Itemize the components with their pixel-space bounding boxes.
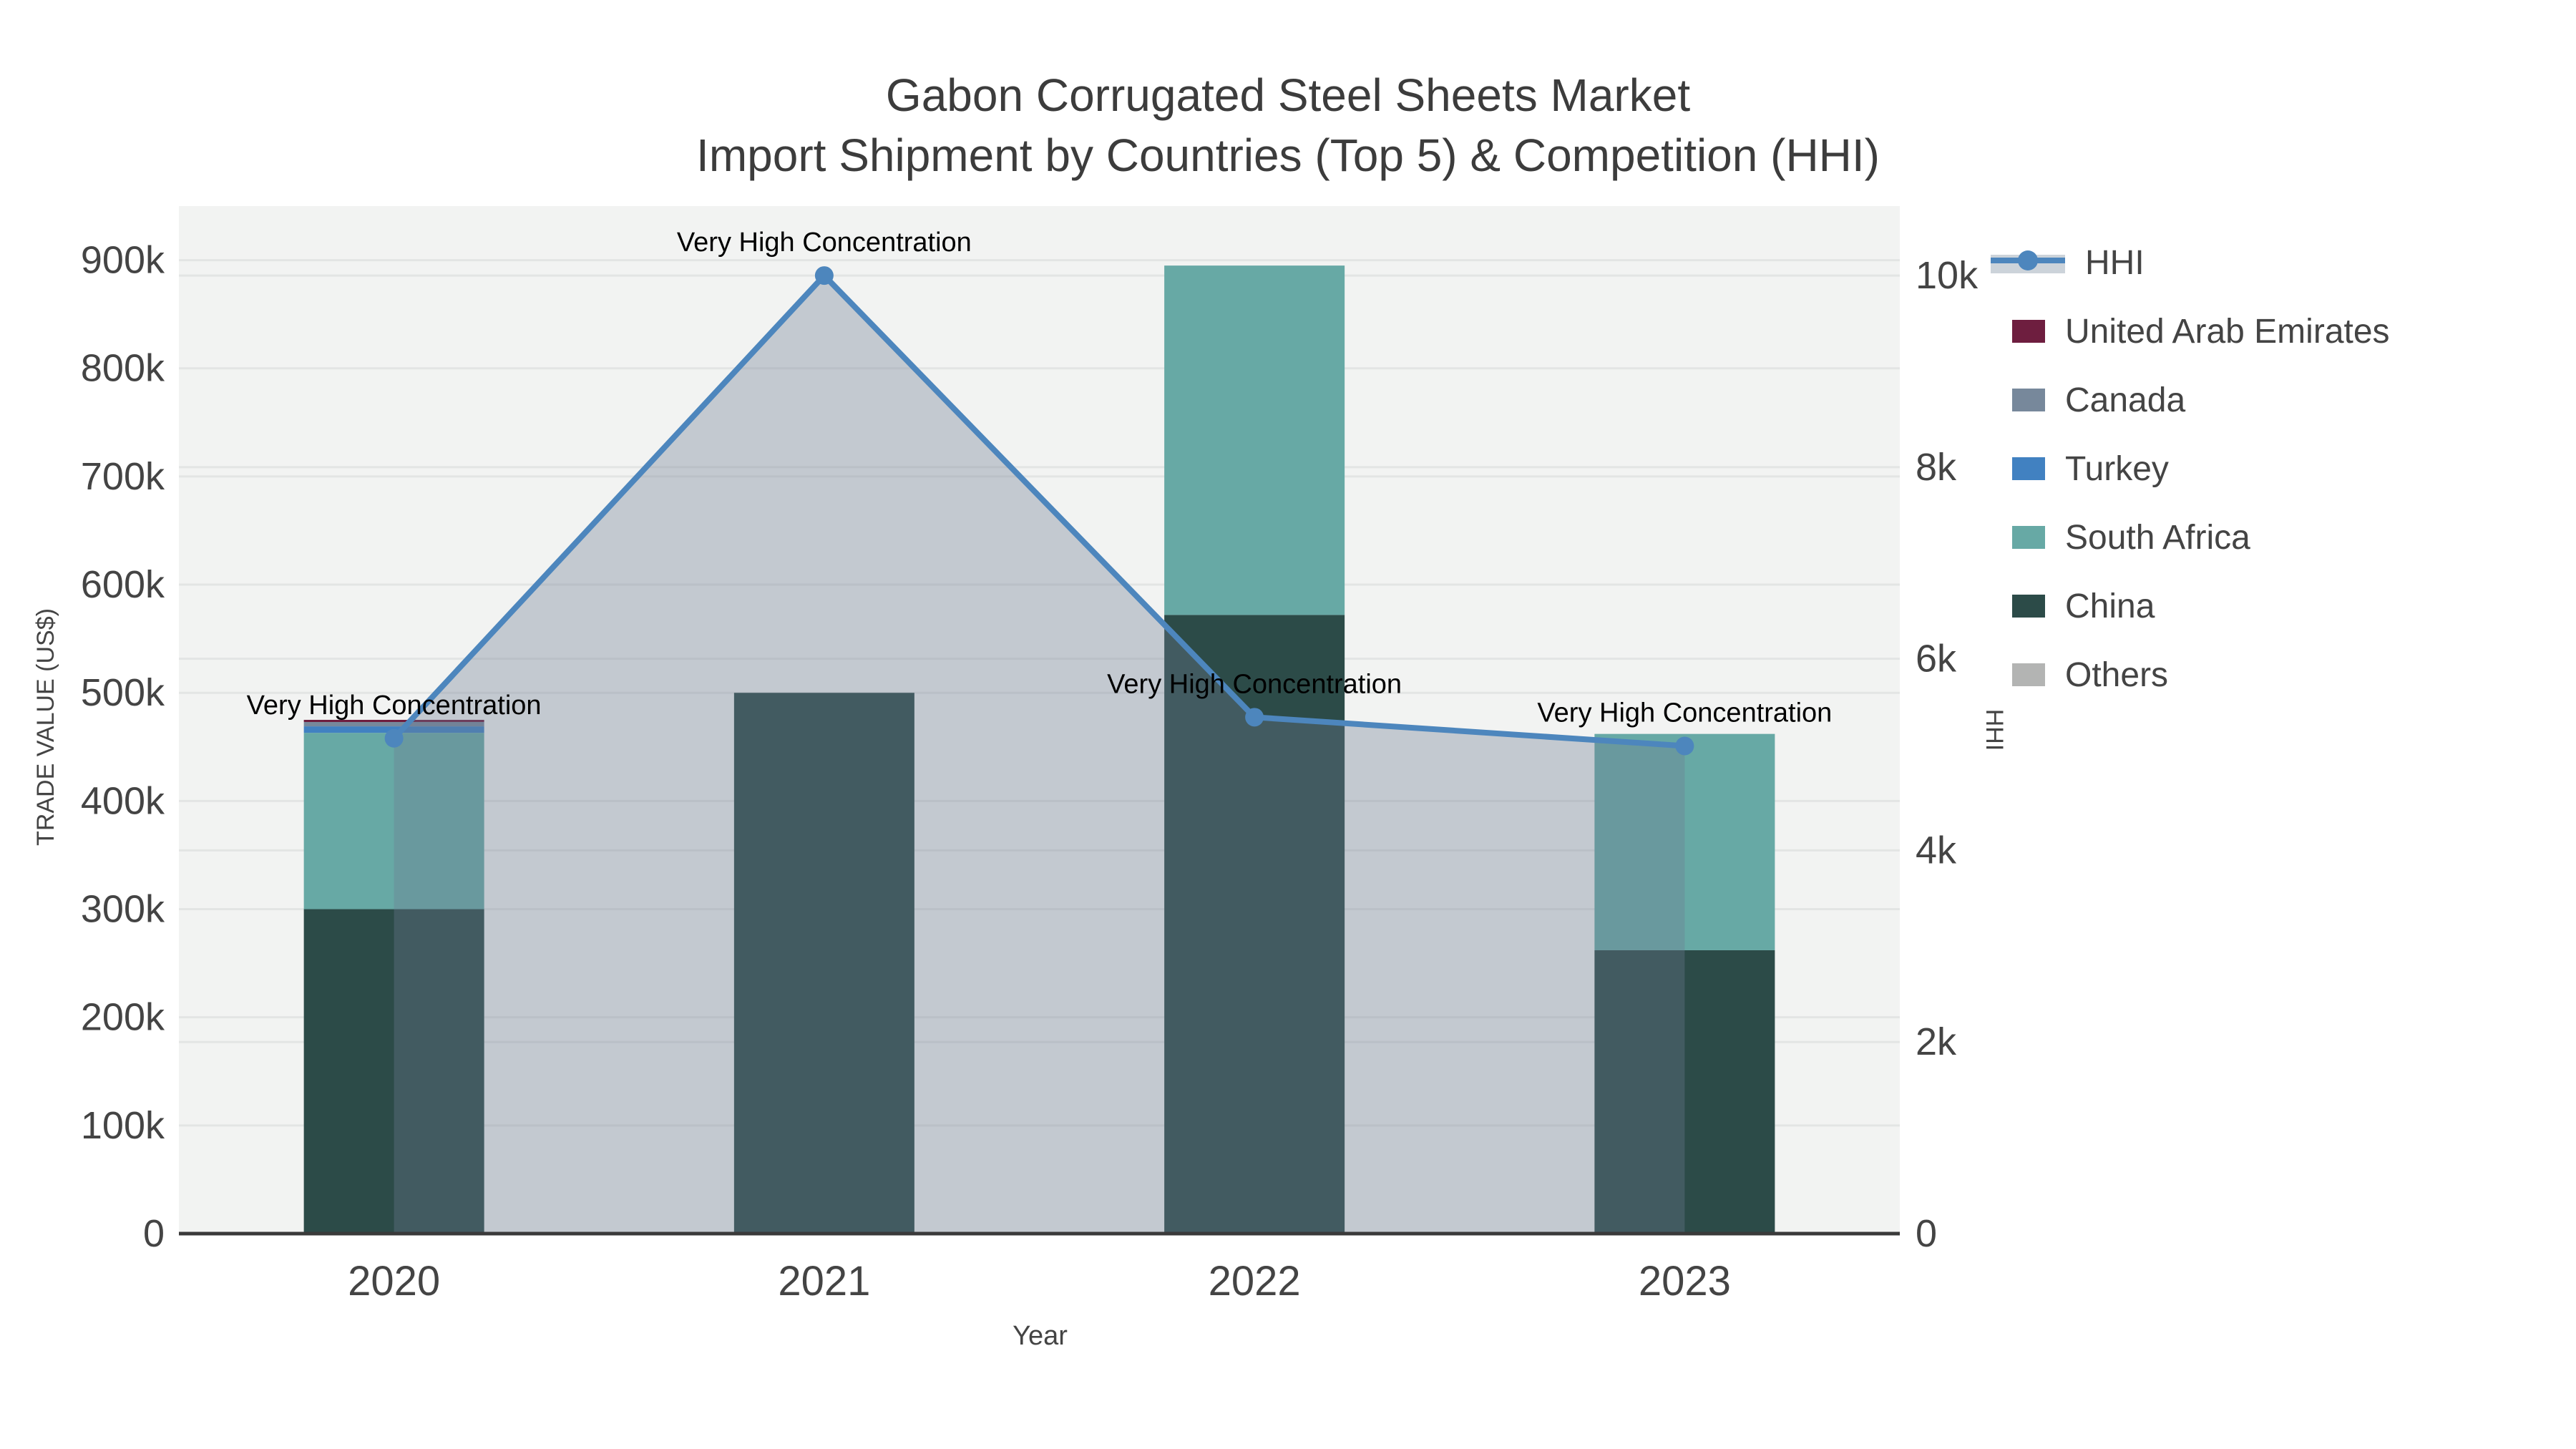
x-tick-label: 2022 — [1209, 1258, 1301, 1304]
legend: HHI United Arab Emirates Canada Turkey South… — [1991, 228, 2390, 709]
legend-item-hhi[interactable]: HHI — [1991, 228, 2390, 297]
chart-title-line2: Import Shipment by Countries (Top 5) & C… — [696, 130, 1880, 181]
legend-item-turkey[interactable]: Turkey — [1991, 434, 2390, 503]
x-axis-title: Year — [1013, 1321, 1068, 1351]
x-tick-label: 2021 — [778, 1258, 870, 1304]
y-left-tick-label: 100k — [81, 1104, 165, 1147]
y-left-tick-label: 600k — [81, 563, 165, 606]
legend-color-swatch-icon — [2012, 320, 2045, 343]
legend-color-swatch-icon — [2012, 663, 2045, 686]
legend-item-united-arab-emirates[interactable]: United Arab Emirates — [1991, 297, 2390, 366]
y-left-tick-label: 300k — [81, 888, 165, 931]
hhi-area-fill — [394, 275, 1685, 1234]
bar-segment-china-2020[interactable] — [303, 909, 484, 1234]
y-right-tick-label: 6k — [1916, 638, 1957, 680]
bar-segment-south-africa-2022[interactable] — [1164, 265, 1345, 615]
hhi-marker-2020[interactable] — [384, 728, 404, 748]
legend-item-south-africa[interactable]: South Africa — [1991, 503, 2390, 572]
y-left-tick-label: 700k — [81, 455, 165, 498]
legend-item-label: United Arab Emirates — [2065, 312, 2390, 351]
chart-title-line1: Gabon Corrugated Steel Sheets Market — [885, 69, 1691, 121]
bar-segment-china-2023[interactable] — [1594, 950, 1775, 1234]
bar-segment-united-arab-emirates-2020[interactable] — [303, 720, 484, 723]
y-right-tick-label: 10k — [1916, 254, 1979, 297]
y-right-tick-label: 2k — [1916, 1020, 1957, 1063]
bar-segment-china-2021[interactable] — [733, 693, 914, 1234]
annotation-2020: Very High Concentration — [247, 691, 542, 721]
legend-item-others[interactable]: Others — [1991, 640, 2390, 709]
y-left-tick-label: 800k — [81, 347, 165, 390]
hhi-marker-2021[interactable] — [814, 266, 834, 286]
legend-item-label: China — [2065, 587, 2155, 625]
legend-item-label: South Africa — [2065, 518, 2250, 557]
y-left-tick-label: 500k — [81, 671, 165, 714]
annotation-2022: Very High Concentration — [1107, 669, 1402, 699]
legend-color-swatch-icon — [2012, 389, 2045, 411]
y-left-tick-label: 0 — [143, 1212, 165, 1255]
legend-color-swatch-icon — [2012, 457, 2045, 480]
y-left-tick-label: 900k — [81, 239, 165, 282]
x-tick-label: 2020 — [348, 1258, 440, 1304]
hhi-line-swatch-icon — [1991, 247, 2065, 278]
legend-item-canada[interactable]: Canada — [1991, 366, 2390, 434]
bar-segment-south-africa-2020[interactable] — [303, 733, 484, 909]
legend-item-china[interactable]: China — [1991, 572, 2390, 640]
legend-item-label: Turkey — [2065, 449, 2169, 488]
legend-item-label: Others — [2065, 655, 2169, 694]
hhi-marker-2023[interactable] — [1675, 736, 1694, 756]
y-axis-title-left: TRADE VALUE (US$) — [31, 608, 59, 846]
y-left-tick-label: 200k — [81, 996, 165, 1039]
bar-segment-canada-2020[interactable] — [303, 722, 484, 727]
legend-item-label: Canada — [2065, 381, 2186, 419]
legend-color-swatch-icon — [2012, 526, 2045, 549]
annotation-2023: Very High Concentration — [1537, 698, 1832, 728]
legend-color-swatch-icon — [2012, 595, 2045, 618]
y-right-tick-label: 8k — [1916, 446, 1957, 489]
x-tick-label: 2023 — [1639, 1258, 1731, 1304]
annotation-2021: Very High Concentration — [677, 228, 972, 258]
hhi-line[interactable] — [391, 273, 1685, 749]
y-left-tick-label: 400k — [81, 779, 165, 822]
hhi-swatch-part — [2018, 250, 2038, 270]
y-right-tick-label: 0 — [1916, 1212, 1937, 1255]
bar-segment-south-africa-2023[interactable] — [1594, 733, 1775, 950]
legend-item-label: HHI — [2085, 243, 2145, 282]
y-right-tick-label: 4k — [1916, 829, 1957, 872]
hhi-marker-2022[interactable] — [1245, 708, 1264, 727]
